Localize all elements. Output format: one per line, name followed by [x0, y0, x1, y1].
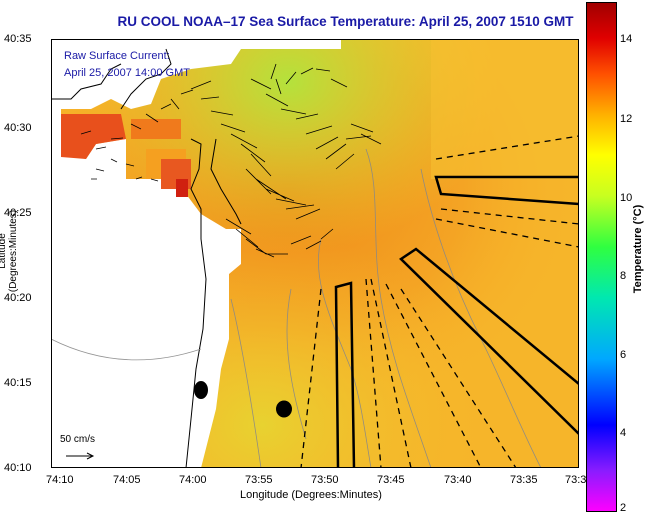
colorbar-label: Temperature (°C): [632, 204, 644, 294]
y-axis-label: Latitude (Degrees:Minutes): [0, 209, 19, 293]
coastline: [51, 48, 242, 468]
colorbar-tick: 14: [620, 33, 633, 45]
scale-arrow: [66, 452, 95, 460]
current-overlay-time: April 25, 2007 14:00 GMT: [64, 67, 190, 79]
current-overlay-label: Raw Surface Current:: [64, 50, 170, 62]
y-tick-label: 40:10: [4, 462, 32, 474]
figure-title: RU COOL NOAA–17 Sea Surface Temperature:…: [117, 14, 574, 29]
x-tick-label: 74:10: [46, 474, 74, 486]
colorbar-tick: 4: [620, 427, 627, 439]
x-tick-label: 74:05: [113, 474, 141, 486]
x-tick-label: 73:55: [245, 474, 273, 486]
colorbar: [586, 2, 617, 512]
y-tick-label: 40:15: [4, 377, 32, 389]
current-vectors: [80, 63, 382, 258]
colorbar-tick: 6: [620, 349, 627, 361]
y-tick-label: 40:30: [4, 122, 32, 134]
colorbar-tick: 10: [620, 192, 633, 204]
survey-tracks: [300, 135, 579, 468]
colorbar-tick: 8: [620, 270, 627, 282]
colorbar-tick: 2: [620, 502, 627, 514]
buoy-marker: [276, 400, 292, 418]
buoy-marker: [194, 381, 208, 399]
y-tick-label: 40:25: [4, 207, 32, 219]
x-tick-label: 73:3: [565, 474, 587, 486]
y-tick-label: 40:20: [4, 292, 32, 304]
x-tick-label: 74:00: [179, 474, 207, 486]
land-area: [51, 39, 341, 468]
map-panel: [51, 39, 579, 468]
x-tick-label: 73:40: [444, 474, 472, 486]
colorbar-tick: 12: [620, 113, 633, 125]
x-axis-label: Longitude (Degrees:Minutes): [240, 489, 382, 501]
x-tick-label: 73:45: [377, 474, 405, 486]
scale-label: 50 cm/s: [60, 434, 96, 445]
warm-inlet-strip: [61, 114, 126, 159]
x-tick-label: 73:35: [510, 474, 538, 486]
x-tick-label: 73:50: [311, 474, 339, 486]
y-tick-label: 40:35: [4, 33, 32, 45]
